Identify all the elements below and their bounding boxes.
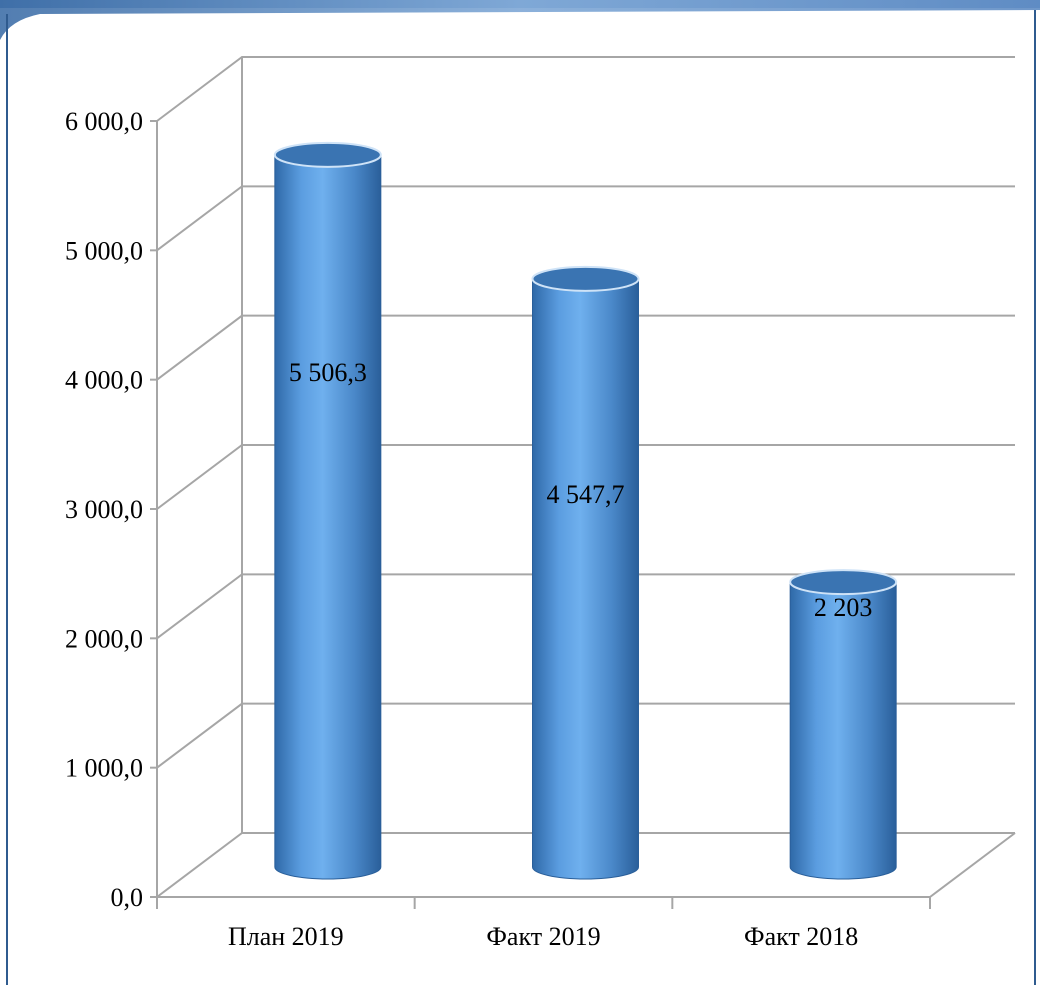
x-tick-label: Факт 2019 — [486, 922, 600, 951]
chart-axes — [150, 120, 1016, 909]
bar-top — [789, 569, 898, 596]
chart-bars — [273, 141, 898, 880]
bar-body — [789, 581, 897, 880]
bar-body — [532, 278, 639, 880]
bar-3 — [789, 569, 898, 880]
gridline — [156, 56, 1015, 122]
y-tick-label: 3 000,0 — [65, 495, 143, 524]
y-tick-label: 5 000,0 — [65, 236, 143, 265]
data-label: 4 547,7 — [547, 480, 625, 509]
y-tick-label: 6 000,0 — [65, 107, 143, 136]
x-tick-label: Факт 2018 — [744, 922, 858, 951]
y-tick-label: 0,0 — [111, 883, 144, 912]
bar-top — [273, 141, 382, 168]
data-label: 2 203 — [814, 593, 873, 622]
bar-body — [274, 154, 382, 880]
data-label: 5 506,3 — [289, 358, 367, 387]
chart-grid — [156, 56, 1015, 898]
floor-right-edge — [929, 832, 1016, 898]
y-tick-label: 4 000,0 — [65, 366, 143, 395]
x-tick-label: План 2019 — [228, 922, 344, 951]
bar-2 — [531, 265, 640, 880]
bar-top — [531, 265, 640, 292]
y-tick-label: 1 000,0 — [65, 754, 143, 783]
bar-1 — [273, 141, 382, 880]
chart-labels: 0,0 1 000,0 2 000,0 3 000,0 4 000,0 5 000,0 6 … — [65, 107, 872, 951]
y-tick-label: 2 000,0 — [65, 624, 143, 653]
